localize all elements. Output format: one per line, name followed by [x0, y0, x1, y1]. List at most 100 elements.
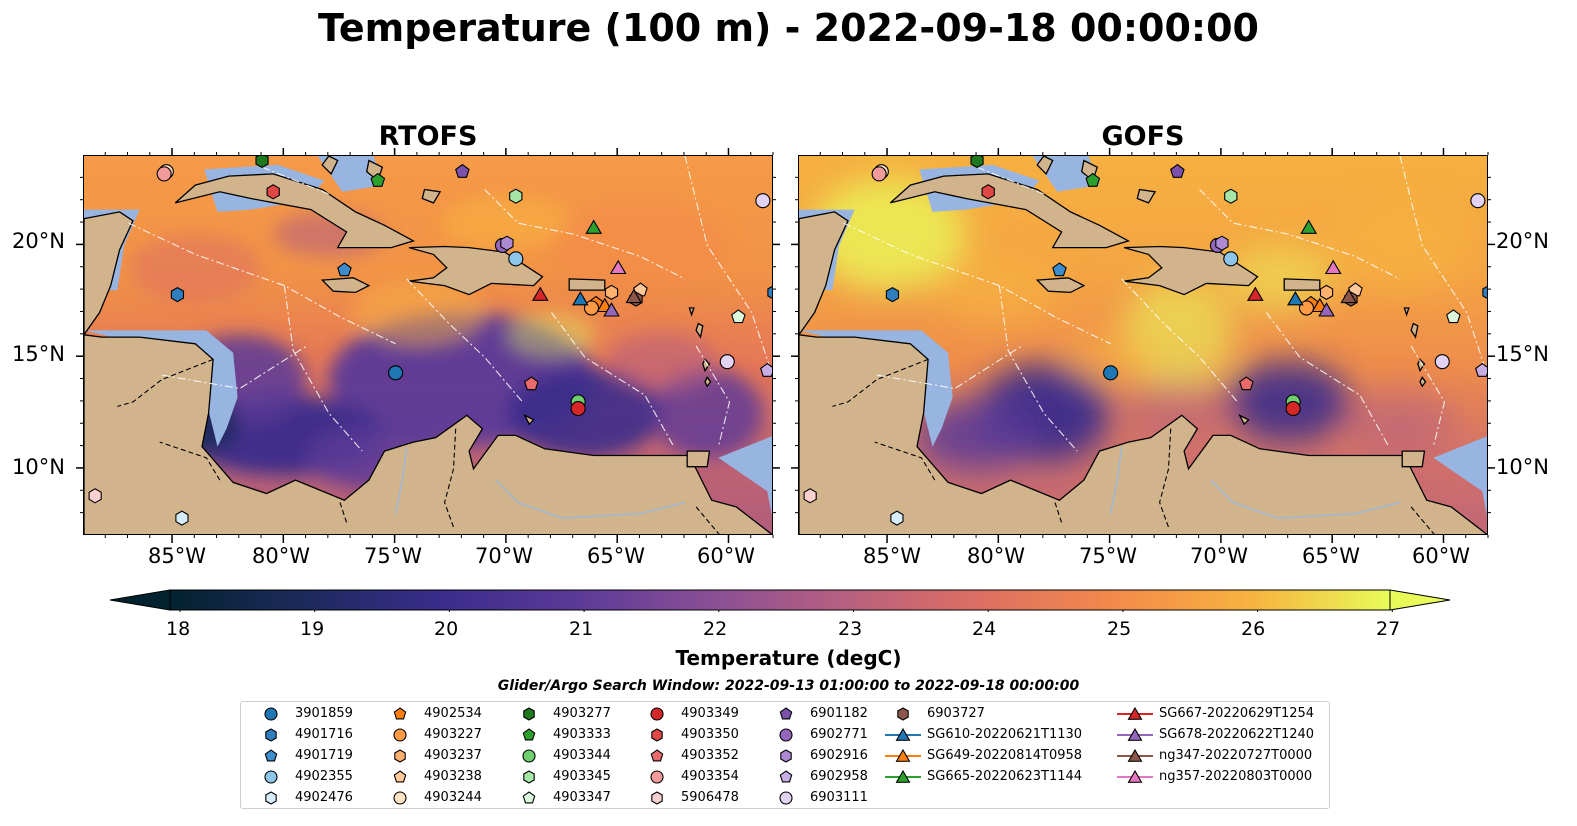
lat-tick-label: 10°N [1496, 455, 1549, 479]
map-gofs[interactable] [798, 155, 1488, 535]
circle-marker-icon [264, 770, 278, 784]
legend-label: 4903227 [424, 727, 482, 742]
hexagon-marker-icon [523, 770, 535, 784]
observation-marker[interactable] [970, 156, 984, 169]
observation-marker[interactable] [755, 193, 771, 209]
legend-label: 6903111 [810, 790, 868, 805]
observation-marker[interactable] [767, 285, 773, 299]
observation-marker[interactable] [1223, 251, 1239, 267]
observation-marker[interactable] [572, 291, 589, 306]
lat-tick-label: 15°N [1496, 342, 1549, 366]
observation-marker[interactable] [570, 401, 586, 417]
observation-marker[interactable] [170, 286, 185, 303]
observation-marker[interactable] [1482, 285, 1488, 299]
lon-tick-label: 75°W [364, 544, 422, 568]
legend-label: 4903345 [553, 769, 611, 784]
observation-marker[interactable] [266, 184, 280, 200]
colorbar-tick: 18 [166, 618, 191, 640]
observation-marker[interactable] [500, 235, 514, 251]
observation-marker[interactable] [1215, 235, 1229, 251]
observation-marker[interactable] [1287, 291, 1304, 306]
observation-marker[interactable] [88, 488, 102, 504]
observation-marker[interactable] [1434, 354, 1450, 370]
observation-marker[interactable] [604, 284, 619, 301]
observation-marker[interactable] [890, 510, 904, 526]
observation-marker[interactable] [455, 163, 470, 178]
observation-marker[interactable] [156, 166, 172, 182]
legend-label: 4903277 [553, 706, 611, 721]
observation-marker[interactable] [1446, 309, 1461, 324]
observation-marker[interactable] [981, 184, 995, 200]
legend-label: ng357-20220803T0000 [1159, 769, 1313, 784]
observation-marker[interactable] [1470, 193, 1486, 209]
observation-marker[interactable] [1085, 172, 1101, 187]
observation-marker[interactable] [1103, 365, 1119, 381]
legend-label: 6901182 [810, 706, 868, 721]
legend-label: 4903237 [424, 748, 482, 763]
observation-marker[interactable] [871, 166, 887, 182]
observation-marker[interactable] [388, 365, 404, 381]
hexagon-marker-icon [265, 791, 277, 805]
pentagon-marker-icon [393, 707, 407, 720]
observation-marker[interactable] [175, 510, 189, 526]
observation-marker[interactable] [585, 219, 603, 234]
observation-marker[interactable] [1285, 401, 1301, 417]
legend-label: 4902534 [424, 706, 482, 721]
pentagon-marker-icon [522, 728, 536, 741]
colorbar-tick: 19 [300, 618, 325, 640]
legend-label: SG665-20220623T1144 [927, 769, 1083, 784]
observation-marker[interactable] [625, 288, 643, 304]
observation-marker[interactable] [337, 262, 352, 277]
observation-marker[interactable] [255, 156, 269, 169]
colorbar-tick: 27 [1376, 618, 1401, 640]
observation-marker[interactable] [1246, 286, 1264, 301]
legend: 3901859 4901716 4901719 4902355 4902476 49025… [240, 701, 1330, 809]
observation-marker[interactable] [1239, 376, 1254, 391]
observation-marker[interactable] [509, 188, 523, 204]
hexagon-marker-icon [897, 707, 909, 721]
legend-label: 6903727 [927, 706, 985, 721]
colorbar-tick: 20 [434, 618, 459, 640]
colorbar-tick: 22 [703, 618, 728, 640]
pentagon-marker-icon [264, 749, 278, 762]
observation-marker[interactable] [1052, 262, 1067, 277]
observation-marker[interactable] [370, 172, 386, 187]
colorbar-tick: 23 [838, 618, 863, 640]
legend-label: 6902958 [810, 769, 868, 784]
observation-marker[interactable] [731, 309, 746, 324]
lon-tick-label: 85°W [863, 544, 921, 568]
hexagon-marker-icon [523, 707, 535, 721]
triangle-marker-icon [1117, 748, 1153, 762]
observation-marker[interactable] [1319, 284, 1334, 301]
observation-marker[interactable] [803, 488, 817, 504]
triangle-marker-icon [1117, 727, 1153, 741]
observation-marker[interactable] [531, 286, 549, 301]
observation-marker[interactable] [1170, 163, 1185, 178]
observation-marker[interactable] [760, 362, 773, 377]
observation-marker[interactable] [1300, 219, 1318, 234]
observation-marker[interactable] [719, 354, 735, 370]
legend-label: SG667-20220629T1254 [1159, 706, 1315, 721]
colorbar-tick: 24 [972, 618, 997, 640]
legend-label: 4903333 [553, 727, 611, 742]
search-window-text: Glider/Argo Search Window: 2022-09-13 01… [497, 678, 1080, 694]
observation-marker[interactable] [1224, 188, 1238, 204]
legend-label: 4903349 [681, 706, 739, 721]
observation-marker[interactable] [1340, 288, 1358, 304]
observation-marker[interactable] [1324, 259, 1342, 275]
pentagon-marker-icon [650, 749, 664, 762]
lon-tick-label: 65°W [587, 544, 645, 568]
observation-marker[interactable] [524, 376, 539, 391]
observation-marker[interactable] [603, 302, 620, 317]
map-rtofs[interactable] [83, 155, 773, 535]
observation-marker[interactable] [885, 286, 900, 303]
observation-marker[interactable] [1475, 362, 1488, 377]
observation-marker[interactable] [609, 259, 627, 275]
legend-label: 4903350 [681, 727, 739, 742]
observation-marker[interactable] [1318, 302, 1335, 317]
legend-label: 5906478 [681, 790, 739, 805]
legend-label: 4903352 [681, 748, 739, 763]
triangle-marker-icon [1117, 769, 1153, 783]
observation-marker[interactable] [508, 251, 524, 267]
legend-label: 4903238 [424, 769, 482, 784]
